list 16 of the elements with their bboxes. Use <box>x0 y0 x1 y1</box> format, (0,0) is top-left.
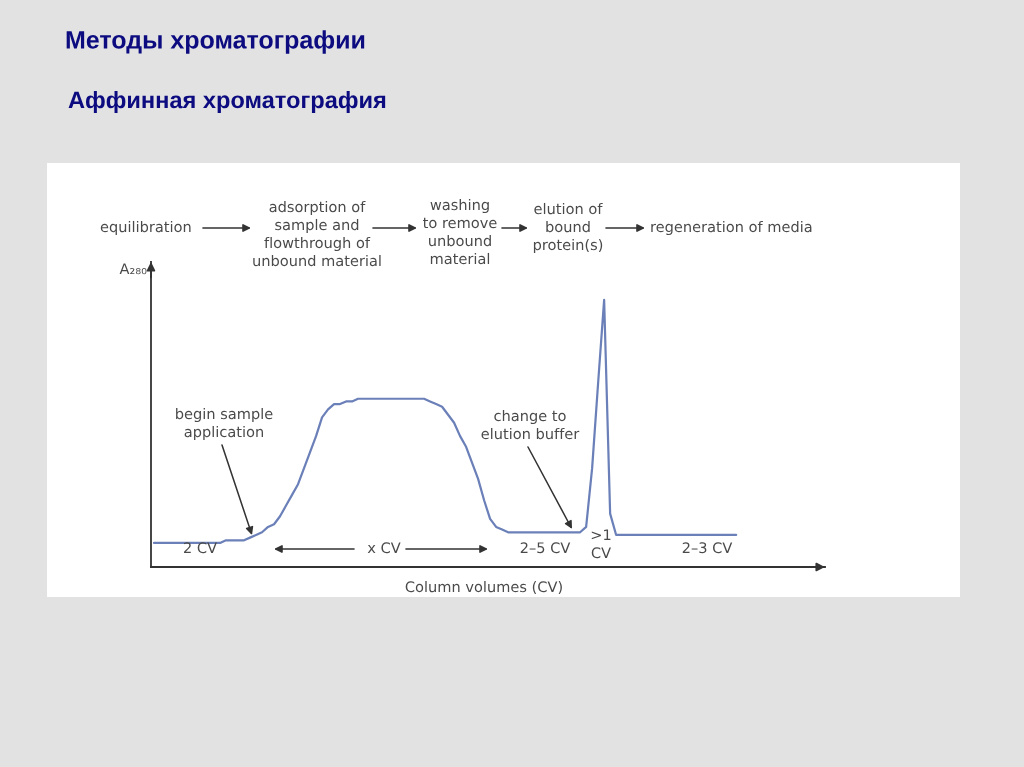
text: washing to remove unbound material <box>423 198 497 265</box>
x-axis-title: Column volumes (CV) <box>405 580 562 594</box>
annotation: begin sample application <box>176 407 273 441</box>
text: regeneration of media <box>651 220 812 236</box>
text: elution of bound protein(s) <box>533 202 603 254</box>
annotation: x CV <box>367 542 401 554</box>
annotation: change to elution buffer <box>481 409 580 440</box>
chart-title: Методы хроматографии <box>66 30 365 54</box>
text: equilibration <box>100 220 191 236</box>
annotation: 2–5 CV <box>520 542 571 554</box>
y-axis-title: A₂₈₀ <box>119 263 147 275</box>
annotation: >1 CV <box>591 529 611 559</box>
chart-subtitle: Аффинная хроматография <box>68 91 386 114</box>
annotation: 2 CV <box>184 542 217 554</box>
text: adsorption of sample and flowthrough of unbound material <box>253 200 381 267</box>
annotation: 2–3 CV <box>682 542 733 554</box>
